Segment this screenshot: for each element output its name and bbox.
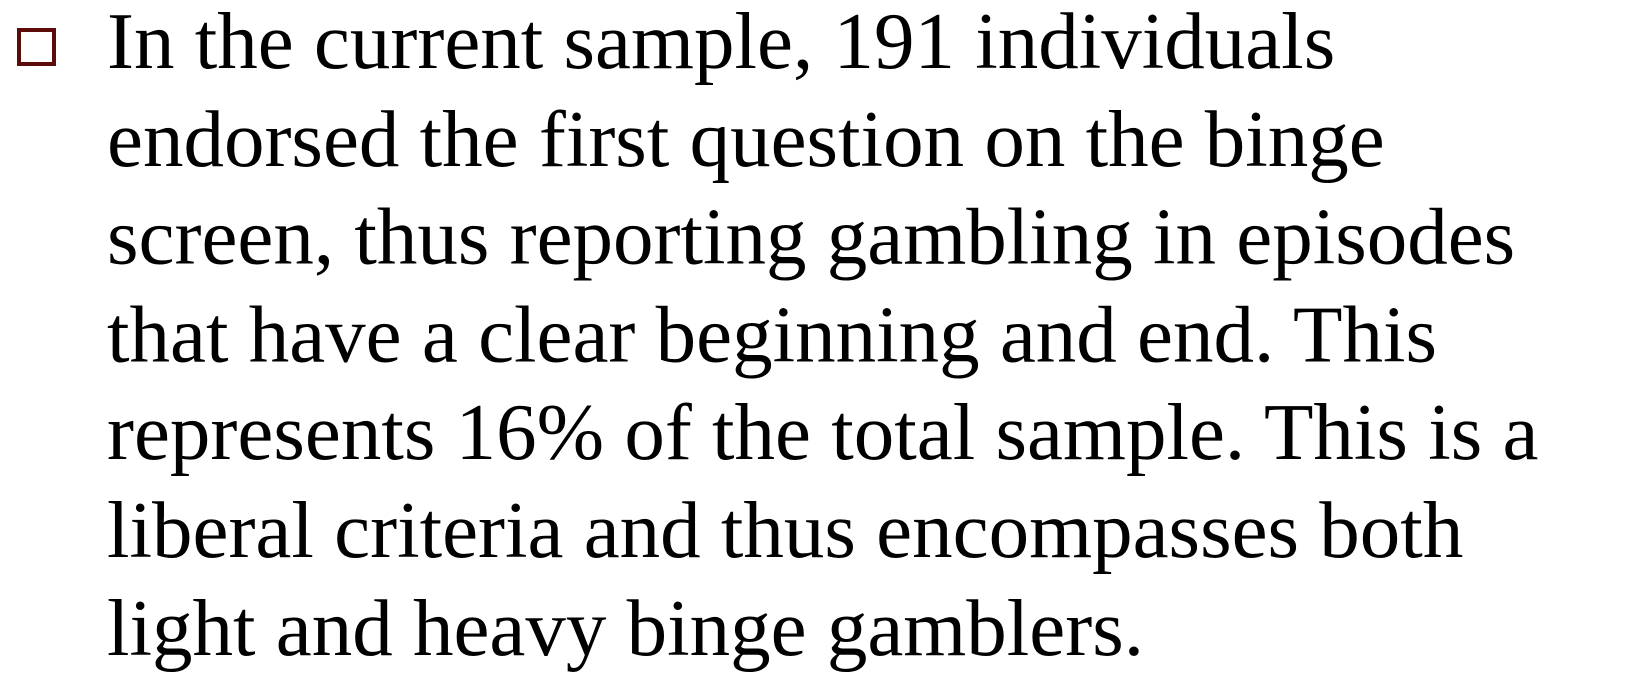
bullet-marker	[17, 28, 56, 66]
bullet-text-line: that have a clear beginning and end. Thi…	[107, 289, 1437, 379]
bullet-text-line: endorsed the first question on the binge	[107, 94, 1385, 184]
bullet-text-line: liberal criteria and thus encompasses bo…	[107, 485, 1463, 575]
bullet-text-line: light and heavy binge gamblers.	[107, 583, 1144, 673]
bullet-text-line: In the current sample, 191 individuals	[107, 0, 1335, 86]
bullet-text-line: represents 16% of the total sample. This…	[107, 387, 1538, 477]
bullet-text-line: screen, thus reporting gambling in episo…	[107, 192, 1515, 282]
